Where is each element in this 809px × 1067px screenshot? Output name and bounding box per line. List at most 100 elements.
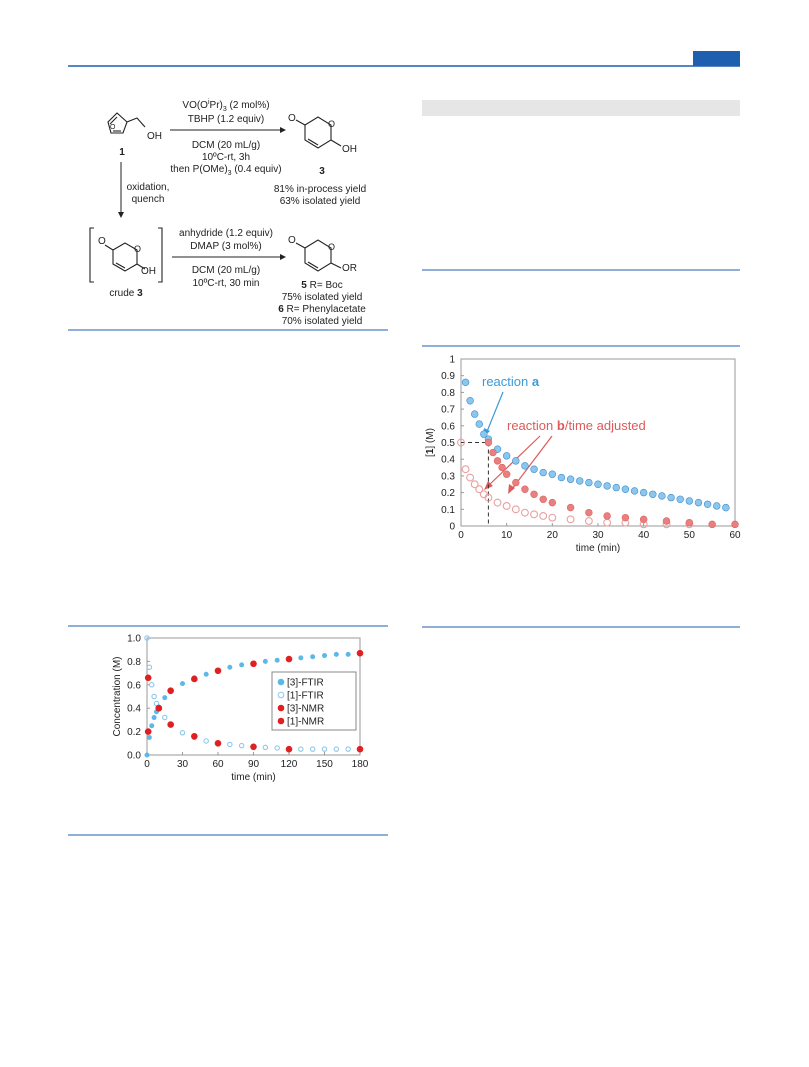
data-point [298, 746, 304, 752]
data-point [345, 651, 351, 657]
data-point [227, 664, 233, 670]
data-point [167, 721, 174, 728]
data-point [539, 468, 547, 477]
data-point [722, 503, 730, 512]
data-point [621, 513, 630, 522]
data-point [662, 517, 671, 525]
data-point [708, 520, 716, 529]
data-point [466, 473, 475, 482]
solvent: DCM (20 mL/g) [192, 265, 260, 276]
data-point [603, 518, 612, 527]
data-point [151, 715, 157, 721]
data-point [333, 651, 339, 657]
x-tick-label: 0 [144, 759, 150, 770]
ring-o: O [110, 124, 116, 131]
reagent: TBHP (1.2 equiv) [188, 114, 265, 125]
molecule-product [295, 239, 342, 272]
data-point [470, 480, 479, 489]
r-group: OR [342, 263, 357, 274]
data-point [155, 704, 163, 712]
y-axis-title-part: [ [425, 454, 436, 457]
legend-label: [1]-FTIR [287, 691, 324, 702]
data-point [144, 752, 150, 758]
data-point [566, 515, 575, 524]
data-point [530, 490, 538, 498]
x-tick-label: 40 [638, 530, 650, 541]
carbonyl-o: O [288, 113, 296, 124]
x-tick-label: 180 [352, 759, 369, 770]
data-point [146, 664, 153, 670]
molecule-crude-3 [104, 242, 146, 272]
data-point [594, 480, 602, 488]
annotation-part: a [532, 374, 540, 389]
data-point [685, 518, 694, 527]
data-point [203, 738, 209, 744]
arrowhead [280, 254, 286, 260]
data-point [274, 745, 280, 751]
yield: 70% isolated yield [282, 316, 363, 327]
data-point [621, 485, 630, 493]
y-tick-label: 0.0 [127, 751, 141, 762]
carbonyl-o: O [288, 235, 296, 246]
data-point [585, 478, 593, 487]
data-point [498, 463, 506, 472]
reagent: anhydride (1.2 equiv) [179, 228, 273, 239]
data-point [471, 410, 479, 418]
carbonyl-o: O [98, 236, 106, 247]
y-tick-label: 0.8 [127, 657, 141, 668]
data-point [179, 730, 186, 736]
y-tick-label: 0.2 [127, 727, 141, 738]
crude-label: crude 3 [109, 288, 143, 299]
annotation-part: b [557, 418, 565, 433]
data-point [649, 490, 657, 498]
data-point [493, 457, 502, 465]
data-point [539, 495, 547, 503]
annotation-part: reaction [507, 418, 557, 433]
legend-box [271, 671, 357, 731]
oh: OH [141, 266, 156, 277]
y-axis-title: Concentration (M) [112, 656, 123, 736]
y-tick-label: 0.4 [441, 455, 455, 466]
y-axis-title: [1] (M) [425, 428, 436, 457]
data-point [484, 493, 493, 502]
yield: 75% isolated yield [282, 292, 363, 303]
yield: 81% in-process yield [274, 184, 366, 195]
product-label: 5 R= Boc [301, 280, 342, 291]
legend-marker [277, 691, 285, 699]
data-point [480, 430, 488, 438]
ring-o: O [134, 244, 141, 254]
y-tick-label: 1 [449, 355, 455, 366]
y-axis-title-part: 1 [425, 448, 436, 454]
data-point [548, 498, 557, 507]
data-point [151, 693, 157, 700]
y-axis-title-part: ] (M) [425, 428, 436, 449]
molecule-3 [295, 116, 342, 149]
gray-bar [422, 100, 740, 116]
y-tick-label: 0.8 [441, 388, 455, 399]
x-tick-label: 20 [547, 530, 559, 541]
data-point [250, 743, 257, 751]
data-point [167, 687, 174, 694]
data-point [191, 675, 198, 683]
step-label: oxidation, [127, 182, 170, 193]
yield: 63% isolated yield [280, 196, 361, 207]
data-point [203, 671, 209, 677]
ring-o: O [328, 119, 335, 129]
ring-o: O [328, 242, 335, 252]
data-point [144, 635, 150, 641]
y-tick-label: 0.3 [441, 471, 455, 482]
data-point [262, 658, 268, 664]
data-point [566, 503, 575, 512]
data-point [585, 508, 593, 517]
data-point [484, 438, 493, 447]
annotation: reaction a [482, 374, 540, 389]
data-point [180, 681, 186, 687]
product-label: 6 R= Phenylacetate [278, 304, 366, 315]
temperature: 10ºC-rt, 30 min [192, 278, 259, 289]
data-point [493, 498, 502, 507]
data-point [639, 515, 648, 524]
x-tick-label: 90 [248, 759, 260, 770]
legend-marker [277, 704, 285, 712]
x-tick-label: 30 [592, 530, 604, 541]
y-tick-label: 0.6 [441, 421, 455, 432]
